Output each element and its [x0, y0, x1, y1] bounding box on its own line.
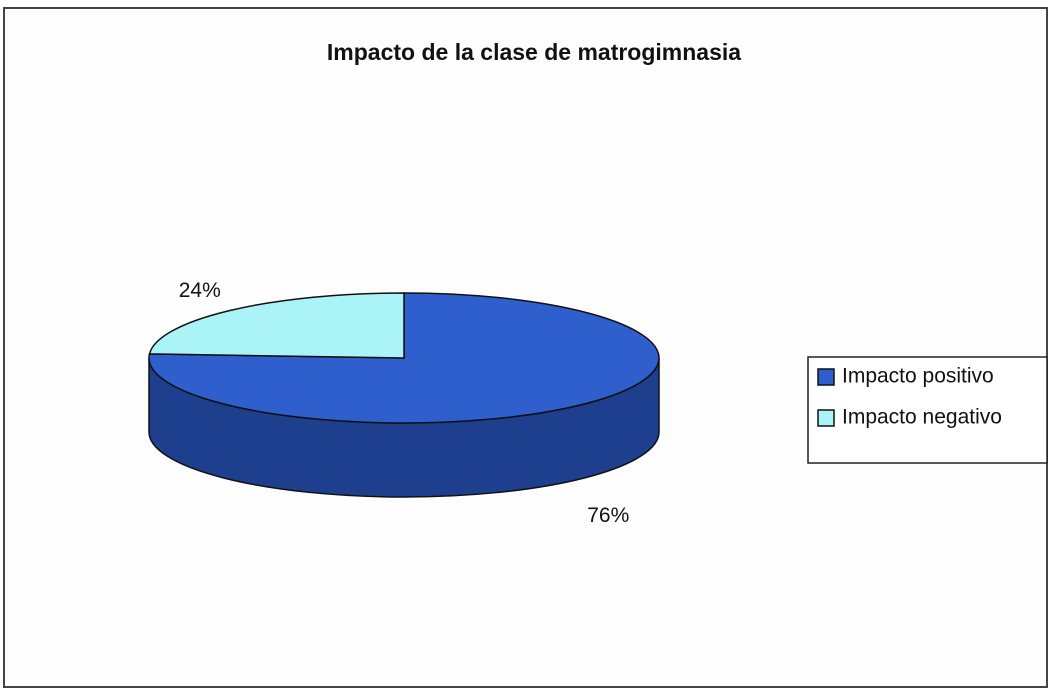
chart-title: Impacto de la clase de matrogimnasia [327, 39, 741, 65]
legend-label: Impacto positivo [842, 365, 994, 388]
legend-label: Impacto negativo [842, 406, 1002, 429]
pie-slice [148, 292, 660, 424]
legend-swatch [817, 368, 835, 386]
legend-box [807, 356, 1048, 464]
data-label: 24% [179, 279, 221, 302]
data-label: 76% [587, 504, 629, 527]
pie-slice [148, 292, 405, 359]
legend-swatch [817, 409, 835, 427]
